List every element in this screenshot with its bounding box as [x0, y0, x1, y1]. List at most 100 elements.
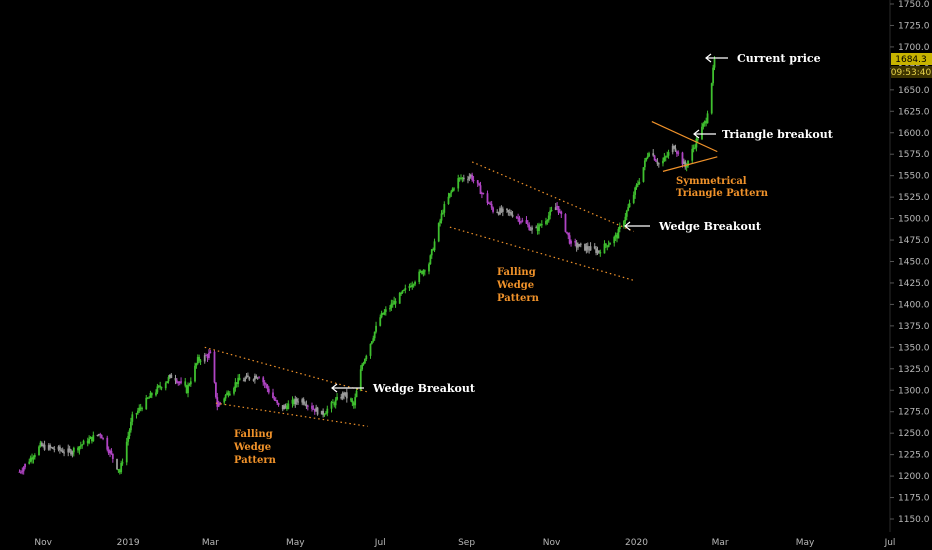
candle-body: [281, 405, 284, 410]
candle-body: [487, 202, 490, 204]
candle-body: [359, 369, 362, 391]
candle-body: [401, 290, 404, 293]
y-axis[interactable]: 1150.0 1175.0 1200.0 1225.0 1250.0 1275.0 1300…: [890, 0, 930, 525]
candle-body: [22, 467, 25, 472]
candle-body: [106, 437, 109, 450]
candle-body: [673, 145, 676, 149]
candle-body: [663, 157, 666, 161]
triangle-breakout-label: Triangle breakout: [722, 128, 834, 141]
candle-body: [19, 471, 22, 473]
candle-body: [404, 288, 407, 290]
candle-body: [531, 227, 533, 230]
candle-body: [295, 398, 298, 402]
candle-body: [228, 393, 231, 396]
candle-body: [312, 408, 315, 410]
trendline-triangle-lower[interactable]: [662, 156, 718, 172]
candle-body: [674, 148, 677, 152]
x-axis[interactable]: Nov 2019 Mar May Jul Sep Nov 2020 Mar May Jul: [34, 538, 895, 548]
candle-body: [102, 437, 104, 439]
candle-body: [284, 405, 287, 407]
y-tick-label: 1150.0: [898, 515, 930, 525]
candle-body: [248, 376, 251, 380]
candle-body: [343, 392, 345, 396]
candle-body: [52, 447, 54, 449]
candle-body: [203, 355, 206, 362]
candle-body: [508, 211, 511, 213]
candle-body: [276, 400, 279, 403]
candle-body: [643, 160, 646, 168]
candle-body: [177, 382, 180, 384]
candle-body: [588, 249, 591, 251]
candle-body: [252, 379, 255, 381]
candle-body: [184, 381, 187, 386]
candle-body: [91, 436, 93, 442]
candle-body: [320, 410, 323, 415]
trendline-wedge2-upper[interactable]: [471, 161, 634, 233]
trendline-wedge1-lower[interactable]: [215, 402, 368, 427]
candle-body: [419, 271, 422, 273]
candle-body: [196, 357, 199, 364]
candle-body: [164, 383, 167, 389]
current-price-arrow-head: [705, 53, 712, 63]
candle-body: [274, 400, 277, 402]
candle-body: [157, 385, 160, 387]
candle-body: [383, 311, 386, 315]
candle-body: [461, 177, 464, 179]
candle-body: [304, 403, 306, 405]
y-tick-label: 1200.0: [898, 472, 930, 482]
candle-body: [31, 457, 33, 460]
candle-body: [194, 365, 196, 382]
candle-body: [632, 194, 635, 203]
candle-body: [702, 123, 705, 127]
candle-body: [49, 445, 52, 448]
candle-body: [526, 223, 529, 225]
trendline-triangle-upper[interactable]: [651, 121, 718, 153]
candle-body: [559, 211, 561, 213]
candle-body: [148, 397, 150, 399]
candle-body: [267, 388, 270, 393]
candle-body: [458, 177, 461, 179]
candle-body: [628, 202, 631, 208]
candle-body: [42, 444, 45, 447]
candle-body: [292, 399, 295, 405]
candle-body: [653, 155, 656, 161]
candle-body: [507, 210, 510, 212]
candle-body: [490, 203, 493, 208]
candle-body: [652, 153, 655, 156]
candle-body: [549, 210, 552, 216]
y-tick-label: 1625.0: [898, 107, 930, 117]
candle-body: [472, 180, 475, 182]
candle-body: [382, 312, 384, 315]
candle-body: [705, 121, 708, 124]
candle-body: [78, 446, 81, 451]
trendline-wedge1-upper[interactable]: [204, 346, 368, 393]
candle-body: [315, 407, 318, 412]
candle-body: [564, 214, 567, 232]
candle-body: [565, 231, 568, 233]
candle-body: [545, 221, 547, 224]
candle-body: [694, 147, 696, 149]
x-tick-label: 2020: [625, 538, 648, 548]
x-tick-label: Nov: [34, 538, 52, 548]
candle-body: [676, 151, 678, 154]
candle-body: [92, 435, 95, 442]
trendline-wedge2-lower[interactable]: [449, 226, 634, 281]
candle-body: [448, 193, 451, 197]
candle-body: [575, 242, 578, 248]
candle-body: [277, 402, 280, 406]
candle-body: [695, 138, 698, 148]
candle-body: [664, 156, 667, 158]
candle-body: [235, 382, 238, 384]
candle-body: [345, 392, 348, 399]
candle-body: [365, 355, 368, 360]
candle-body: [237, 377, 240, 384]
candle-body: [568, 235, 571, 244]
y-tick-label: 1350.0: [898, 343, 930, 353]
candle-body: [574, 241, 577, 243]
y-tick-label: 1550.0: [898, 172, 930, 182]
candle-body: [432, 249, 435, 251]
candle-body: [550, 210, 553, 212]
candle-body: [316, 407, 319, 415]
candle-body: [375, 325, 377, 332]
